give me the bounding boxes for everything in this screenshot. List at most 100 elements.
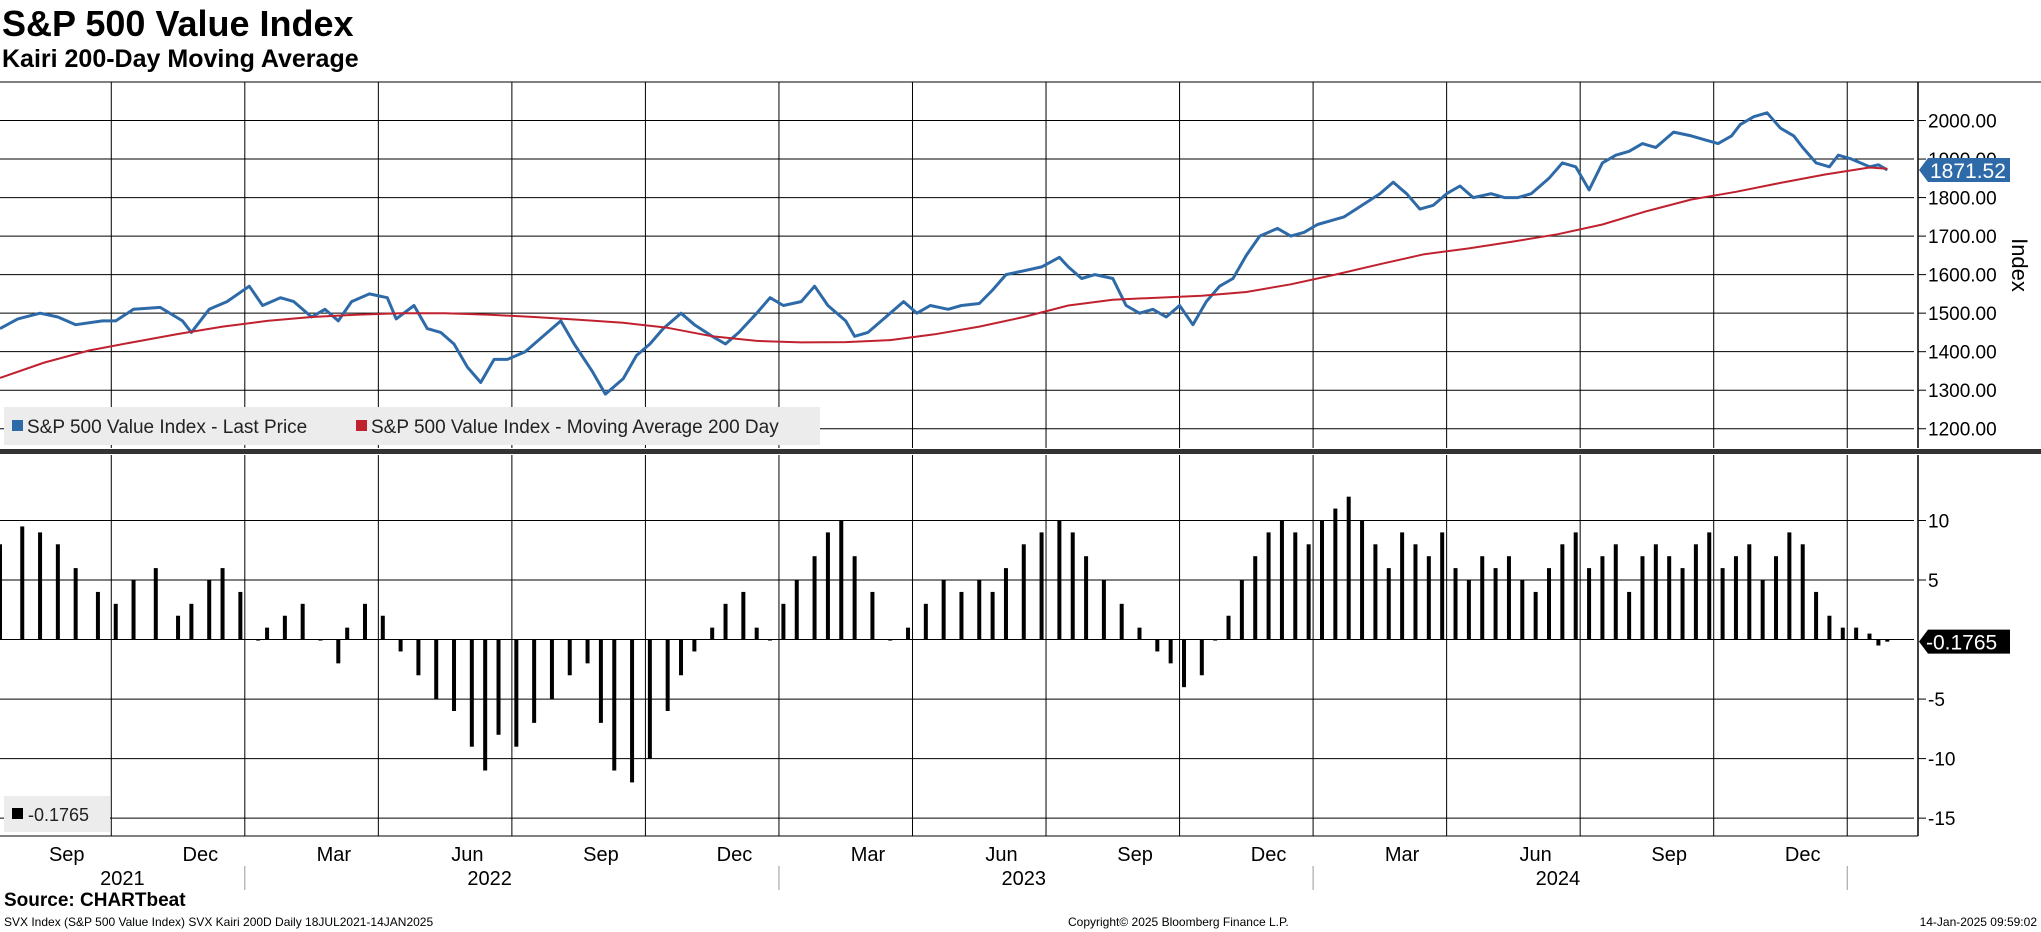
kairi-bar bbox=[959, 591, 964, 640]
price-panel bbox=[0, 111, 1889, 396]
kairi-bar bbox=[1039, 532, 1044, 640]
kairi-bar bbox=[1360, 520, 1365, 640]
legend-label-kairi: -0.1765 bbox=[28, 805, 89, 825]
legends: S&P 500 Value Index - Last Price S&P 500 … bbox=[4, 407, 820, 832]
kairi-bar bbox=[1466, 580, 1471, 640]
price-y-tick-label: 1800.00 bbox=[1928, 189, 1997, 210]
last-price-line bbox=[0, 111, 1889, 396]
kairi-bar bbox=[768, 639, 773, 641]
kairi-bar bbox=[398, 639, 403, 652]
kairi-bar bbox=[888, 639, 893, 641]
kairi-bar bbox=[852, 556, 857, 640]
kairi-bar bbox=[496, 639, 501, 735]
kairi-y-tick-label: -15 bbox=[1928, 809, 1955, 830]
kairi-bar bbox=[1854, 627, 1859, 640]
kairi-bar bbox=[692, 639, 697, 652]
kairi-bar bbox=[345, 627, 350, 640]
footer-description: SVX Index (S&P 500 Value Index) SVX Kair… bbox=[4, 915, 434, 929]
x-month-tick-label: Dec bbox=[183, 844, 219, 866]
kairi-bar bbox=[679, 639, 684, 676]
x-month-tick-label: Dec bbox=[1251, 844, 1287, 866]
kairi-bar bbox=[567, 639, 572, 676]
kairi-bar bbox=[1774, 556, 1779, 640]
kairi-bar bbox=[1306, 544, 1311, 640]
kairi-bar bbox=[741, 591, 746, 640]
source-note: Source: CHARTbeat bbox=[4, 890, 186, 911]
kairi-bar bbox=[1627, 591, 1632, 640]
kairi-bar bbox=[1293, 532, 1298, 640]
kairi-bar bbox=[1547, 568, 1552, 640]
kairi-bar bbox=[483, 639, 488, 771]
x-month-tick-label: Dec bbox=[717, 844, 753, 866]
kairi-bar bbox=[1867, 633, 1872, 640]
kairi-bar bbox=[1400, 532, 1405, 640]
moving-average-line bbox=[0, 166, 1888, 379]
kairi-bar bbox=[1426, 556, 1431, 640]
kairi-bar bbox=[1814, 591, 1819, 640]
kairi-bar bbox=[1070, 532, 1075, 640]
x-month-tick-label: Jun bbox=[451, 844, 483, 866]
chart-title: S&P 500 Value Index bbox=[2, 3, 354, 44]
kairi-bar bbox=[598, 639, 603, 723]
x-year-tick-label: 2023 bbox=[1002, 868, 1047, 890]
kairi-panel bbox=[0, 496, 1890, 783]
kairi-bar bbox=[1453, 568, 1458, 640]
kairi-bar bbox=[1653, 544, 1658, 640]
kairi-bar bbox=[220, 568, 225, 640]
kairi-bar bbox=[941, 580, 946, 640]
kairi-bar bbox=[1440, 532, 1445, 640]
kairi-bar bbox=[754, 627, 759, 640]
kairi-bar bbox=[1199, 639, 1204, 676]
kairi-bar bbox=[839, 520, 844, 640]
footer-copyright: Copyright© 2025 Bloomberg Finance L.P. bbox=[1068, 915, 1289, 929]
x-month-tick-label: Sep bbox=[1651, 844, 1687, 866]
kairi-bar bbox=[1885, 639, 1890, 642]
kairi-bar bbox=[416, 639, 421, 676]
kairi-bar bbox=[1333, 508, 1338, 640]
legend-swatch-last-price bbox=[12, 420, 23, 431]
x-year-tick-label: 2024 bbox=[1536, 868, 1581, 890]
x-month-tick-label: Sep bbox=[1117, 844, 1153, 866]
kairi-bar bbox=[131, 580, 136, 640]
kairi-bar bbox=[1373, 544, 1378, 640]
kairi-bar bbox=[38, 532, 43, 640]
kairi-bar bbox=[710, 627, 715, 640]
kairi-bar bbox=[794, 580, 799, 640]
kairi-bar bbox=[825, 532, 830, 640]
kairi-bar bbox=[1253, 556, 1258, 640]
price-y-tick-label: 1200.00 bbox=[1928, 420, 1997, 441]
kairi-bar bbox=[1520, 580, 1525, 640]
x-year-tick-label: 2022 bbox=[467, 868, 512, 890]
price-y-tick-label: 1400.00 bbox=[1928, 343, 1997, 364]
x-month-tick-label: Dec bbox=[1785, 844, 1821, 866]
x-month-tick-label: Jun bbox=[985, 844, 1017, 866]
kairi-bar bbox=[812, 556, 817, 640]
kairi-bar bbox=[452, 639, 457, 711]
kairi-bar bbox=[1640, 556, 1645, 640]
axes: 1200.00 1300.00 1400.00 1500.00 1600.00 1700.… bbox=[0, 81, 2041, 890]
kairi-bar bbox=[1239, 580, 1244, 640]
x-month-tick-label: Sep bbox=[583, 844, 619, 866]
legend-label-moving-average: S&P 500 Value Index - Moving Average 200… bbox=[371, 417, 779, 438]
kairi-bar bbox=[1800, 544, 1805, 640]
kairi-bar bbox=[1101, 580, 1106, 640]
kairi-bar bbox=[1480, 556, 1485, 640]
kairi-bar bbox=[238, 591, 243, 640]
kairi-bar bbox=[514, 639, 519, 747]
chart-subtitle: Kairi 200-Day Moving Average bbox=[2, 45, 359, 73]
kairi-bar bbox=[585, 639, 590, 664]
x-month-tick-label: Mar bbox=[1385, 844, 1420, 866]
kairi-bar bbox=[95, 591, 100, 640]
kairi-bar bbox=[1573, 532, 1578, 640]
x-month-tick-label: Mar bbox=[851, 844, 886, 866]
x-year-tick-label: 2021 bbox=[100, 868, 145, 890]
kairi-bar bbox=[189, 603, 194, 640]
kairi-bar bbox=[870, 591, 875, 640]
kairi-last-value-label: -0.1765 bbox=[1926, 632, 1997, 655]
kairi-bar bbox=[207, 580, 212, 640]
price-last-value-label: 1871.52 bbox=[1930, 160, 2006, 183]
kairi-bar bbox=[73, 568, 78, 640]
kairi-bar bbox=[434, 639, 439, 700]
kairi-bar bbox=[1413, 544, 1418, 640]
